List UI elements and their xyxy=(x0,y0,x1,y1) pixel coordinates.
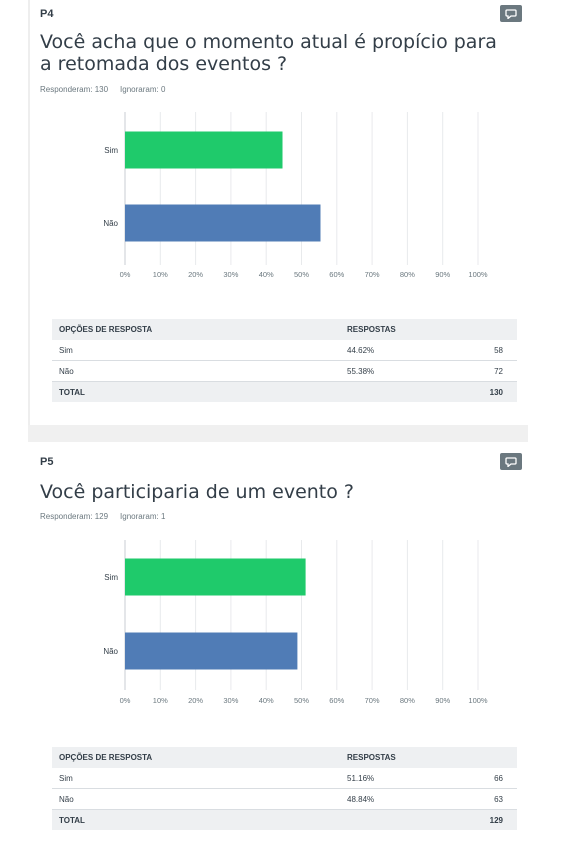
response-table: OPÇÕES DE RESPOSTA RESPOSTAS Sim 44.62% … xyxy=(52,319,517,402)
question-title: Você participaria de um evento ? xyxy=(40,481,355,503)
table-row: Não 55.38% 72 xyxy=(52,361,517,382)
x-tick-label: 0% xyxy=(120,270,131,279)
question-block-p4: P4 Você acha que o momento atual é propí… xyxy=(28,0,522,425)
x-tick-label: 0% xyxy=(120,696,131,705)
category-label: Sim xyxy=(104,146,118,155)
x-tick-label: 40% xyxy=(259,270,274,279)
x-tick-label: 70% xyxy=(365,696,380,705)
category-label: Não xyxy=(103,647,118,656)
x-tick-label: 10% xyxy=(153,696,168,705)
x-tick-label: 20% xyxy=(188,696,203,705)
header-options: OPÇÕES DE RESPOSTA xyxy=(59,753,153,762)
x-tick-label: 10% xyxy=(153,270,168,279)
question-number: P4 xyxy=(40,8,54,20)
total-label: TOTAL xyxy=(59,387,85,397)
skipped-count: Ignoraram: 0 xyxy=(120,85,166,94)
comment-button[interactable] xyxy=(500,453,522,470)
row-count: 63 xyxy=(494,794,503,804)
total-label: TOTAL xyxy=(59,815,85,825)
bar-sim xyxy=(125,131,283,169)
row-count: 58 xyxy=(494,345,503,355)
x-tick-label: 30% xyxy=(223,696,238,705)
x-tick-label: 80% xyxy=(400,270,415,279)
response-stats: Responderam: 130 Ignoraram: 0 xyxy=(40,85,165,94)
row-option: Não xyxy=(59,366,74,376)
x-tick-label: 50% xyxy=(294,696,309,705)
response-table: OPÇÕES DE RESPOSTA RESPOSTAS Sim 51.16% … xyxy=(52,747,517,830)
table-header: OPÇÕES DE RESPOSTA RESPOSTAS xyxy=(52,747,517,768)
header-options: OPÇÕES DE RESPOSTA xyxy=(59,325,153,334)
section-separator xyxy=(28,425,528,442)
x-tick-label: 80% xyxy=(400,696,415,705)
row-option: Sim xyxy=(59,345,73,355)
total-value: 130 xyxy=(489,387,503,397)
table-row: Não 48.84% 63 xyxy=(52,789,517,810)
row-count: 72 xyxy=(494,366,503,376)
header-responses: RESPOSTAS xyxy=(347,753,396,762)
question-number: P5 xyxy=(40,456,54,468)
table-row: Sim 51.16% 66 xyxy=(52,768,517,789)
x-tick-label: 100% xyxy=(468,696,488,705)
block-divider xyxy=(28,0,30,425)
x-tick-label: 100% xyxy=(468,270,488,279)
bar-chart: 0% 10% 20% 30% 40% 50% 60% 70% 80% 90% 100% Sim Não xyxy=(103,112,488,279)
answered-count: Responderam: 130 xyxy=(40,85,109,94)
answered-count: Responderam: 129 xyxy=(40,512,109,521)
x-tick-label: 90% xyxy=(435,696,450,705)
category-label: Não xyxy=(103,219,118,228)
row-option: Não xyxy=(59,794,74,804)
bar-sim xyxy=(125,558,306,596)
x-tick-label: 60% xyxy=(329,270,344,279)
bar-chart: 0% 10% 20% 30% 40% 50% 60% 70% 80% 90% 100% Sim Não xyxy=(103,540,488,705)
x-tick-label: 70% xyxy=(365,270,380,279)
x-tick-label: 90% xyxy=(435,270,450,279)
x-tick-label: 40% xyxy=(259,696,274,705)
comment-button[interactable] xyxy=(500,5,522,22)
table-total: TOTAL 129 xyxy=(52,810,517,830)
comment-icon xyxy=(505,8,517,19)
table-header: OPÇÕES DE RESPOSTA RESPOSTAS xyxy=(52,319,517,340)
row-option: Sim xyxy=(59,773,73,783)
x-tick-label: 20% xyxy=(188,270,203,279)
comment-icon xyxy=(505,456,517,467)
table-total: TOTAL 130 xyxy=(52,382,517,402)
row-count: 66 xyxy=(494,773,503,783)
category-label: Sim xyxy=(104,573,118,582)
skipped-count: Ignoraram: 1 xyxy=(120,512,166,521)
x-tick-label: 30% xyxy=(223,270,238,279)
bar-nao xyxy=(125,632,298,670)
total-value: 129 xyxy=(489,815,503,825)
row-percent: 51.16% xyxy=(347,773,375,783)
question-block-p5: P5 Você participaria de um evento ? Resp… xyxy=(0,442,577,842)
row-percent: 48.84% xyxy=(347,794,375,804)
question-title: Você acha que o momento atual é propício… xyxy=(40,31,497,75)
x-tick-label: 60% xyxy=(329,696,344,705)
row-percent: 55.38% xyxy=(347,366,375,376)
table-row: Sim 44.62% 58 xyxy=(52,340,517,361)
response-stats: Responderam: 129 Ignoraram: 1 xyxy=(40,512,165,521)
header-responses: RESPOSTAS xyxy=(347,325,396,334)
x-tick-label: 50% xyxy=(294,270,309,279)
row-percent: 44.62% xyxy=(347,345,375,355)
bar-nao xyxy=(125,204,321,242)
